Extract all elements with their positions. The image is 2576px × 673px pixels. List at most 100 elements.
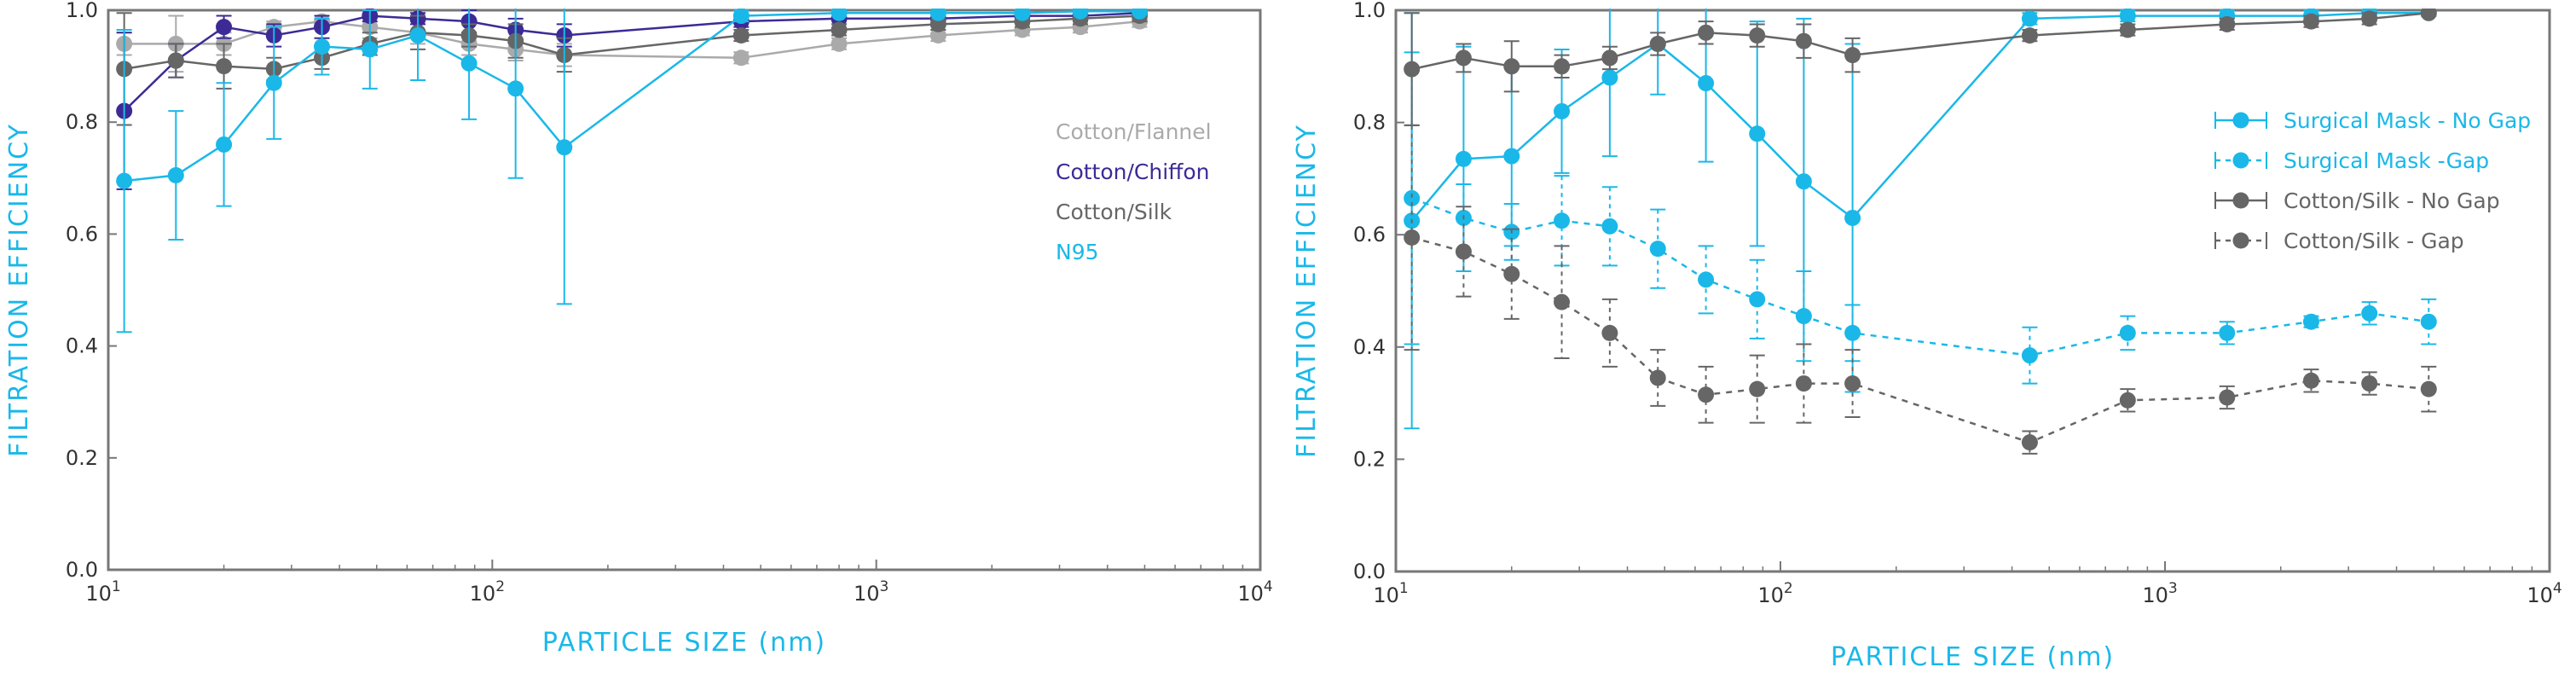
y-tick-label: 0.8 [66, 110, 98, 134]
data-point [1404, 229, 1421, 246]
data-point [2420, 9, 2437, 21]
y-axis-label: FILTRATION EFFICIENCY [4, 123, 34, 457]
data-point [831, 9, 848, 21]
data-point [1554, 293, 1571, 310]
legend-marker [2232, 112, 2249, 129]
data-point [216, 136, 233, 153]
data-point [2021, 27, 2038, 44]
data-point [1795, 173, 1812, 190]
data-point [167, 167, 184, 184]
data-point [2361, 375, 2378, 392]
y-axis-label: FILTRATION EFFICIENCY [1292, 124, 1322, 458]
series-line [123, 12, 1140, 112]
data-point [2119, 9, 2136, 25]
data-point [2302, 313, 2319, 330]
data-point [1698, 24, 1715, 41]
data-point [732, 49, 750, 67]
plot-frame [1394, 9, 2551, 573]
data-point [2021, 10, 2038, 27]
data-point [556, 139, 573, 156]
data-point [1844, 375, 1861, 392]
legend-label: Cotton/Flannel [1056, 119, 1212, 144]
data-point [167, 52, 184, 69]
data-point [1503, 58, 1520, 75]
data-point [216, 58, 233, 75]
x-tick-label: 103 [854, 578, 889, 606]
series-line [1411, 197, 2429, 357]
chart-1: 0.0 0.2 0.4 0.6 0.8 1.0 101 102 103 104 FILTRATION… [4, 0, 1273, 658]
legend-label: Cotton/Chiffon [1056, 160, 1210, 184]
x-tick-label: 102 [1757, 580, 1792, 607]
x-axis-label: PARTICLE SIZE (nm) [1831, 642, 2115, 672]
data-point [116, 172, 133, 189]
series-2 [1404, 51, 2437, 385]
y-tick-label: 0.6 [1353, 223, 1386, 247]
x-tick-label: 103 [2142, 580, 2177, 607]
chart-2: 0.0 0.2 0.4 0.6 0.8 1.0 101 102 103 104 FILTRATION… [1292, 0, 2562, 672]
data-point [1601, 218, 1618, 235]
y-tick-label: 0.2 [1353, 447, 1386, 471]
series-4 [1404, 124, 2437, 455]
x-axis-label: PARTICLE SIZE (nm) [542, 628, 826, 658]
data-point [1072, 9, 1089, 20]
data-point [1503, 148, 1520, 165]
series-3 [1404, 9, 2437, 126]
series-line [124, 20, 1140, 60]
series-line [124, 15, 1140, 71]
data-point [1404, 61, 1421, 78]
data-point [732, 9, 750, 25]
data-point [409, 27, 426, 44]
data-point [1131, 9, 1148, 20]
x-tick-label: 101 [85, 578, 120, 606]
data-point [2219, 15, 2236, 32]
data-point [265, 74, 282, 91]
data-point [2021, 434, 2038, 451]
x-tick-label: 102 [470, 578, 505, 606]
y-tick-label: 0.2 [66, 446, 98, 470]
data-point [2119, 324, 2136, 341]
data-point [831, 21, 848, 38]
data-point [929, 15, 946, 32]
data-layer [116, 9, 1148, 334]
y-tick-label: 0.4 [1353, 335, 1386, 359]
legend-marker [2232, 152, 2249, 169]
legend-marker [2232, 192, 2249, 209]
data-point [1795, 32, 1812, 49]
data-point [2219, 324, 2236, 341]
series-4 [116, 9, 1148, 334]
data-point [1455, 243, 1472, 260]
data-point [1698, 386, 1715, 403]
y-tick-label: 0.0 [1353, 560, 1386, 583]
data-point [2119, 21, 2136, 38]
data-point [929, 9, 946, 21]
series-line [1410, 12, 2429, 222]
y-tick-label: 1.0 [66, 0, 98, 22]
data-point [1601, 49, 1618, 67]
data-point [1014, 9, 1031, 21]
series-line [124, 10, 1140, 183]
data-point [1455, 150, 1472, 167]
legend: Surgical Mask - No Gap Surgical Mask -Gap… [2214, 108, 2531, 253]
data-point [1698, 271, 1715, 288]
data-point [2119, 392, 2136, 409]
y-tick-label: 0.4 [66, 334, 98, 358]
legend-label: Surgical Mask -Gap [2284, 148, 2489, 173]
data-point [2420, 313, 2437, 330]
data-point [2219, 389, 2236, 406]
data-point [216, 19, 233, 36]
data-point [460, 55, 478, 72]
legend-label: Surgical Mask - No Gap [2284, 108, 2531, 133]
data-point [2361, 305, 2378, 322]
data-point [1649, 35, 1666, 52]
data-point [1554, 102, 1571, 119]
data-point [831, 35, 848, 52]
data-layer [1404, 9, 2437, 455]
x-tick-label: 104 [2527, 580, 2562, 607]
data-point [1749, 380, 1766, 397]
y-tick-label: 0.0 [66, 558, 98, 582]
data-point [1698, 75, 1715, 92]
legend-marker [2232, 232, 2249, 249]
x-tick-label: 101 [1373, 580, 1408, 607]
data-point [1649, 241, 1666, 258]
